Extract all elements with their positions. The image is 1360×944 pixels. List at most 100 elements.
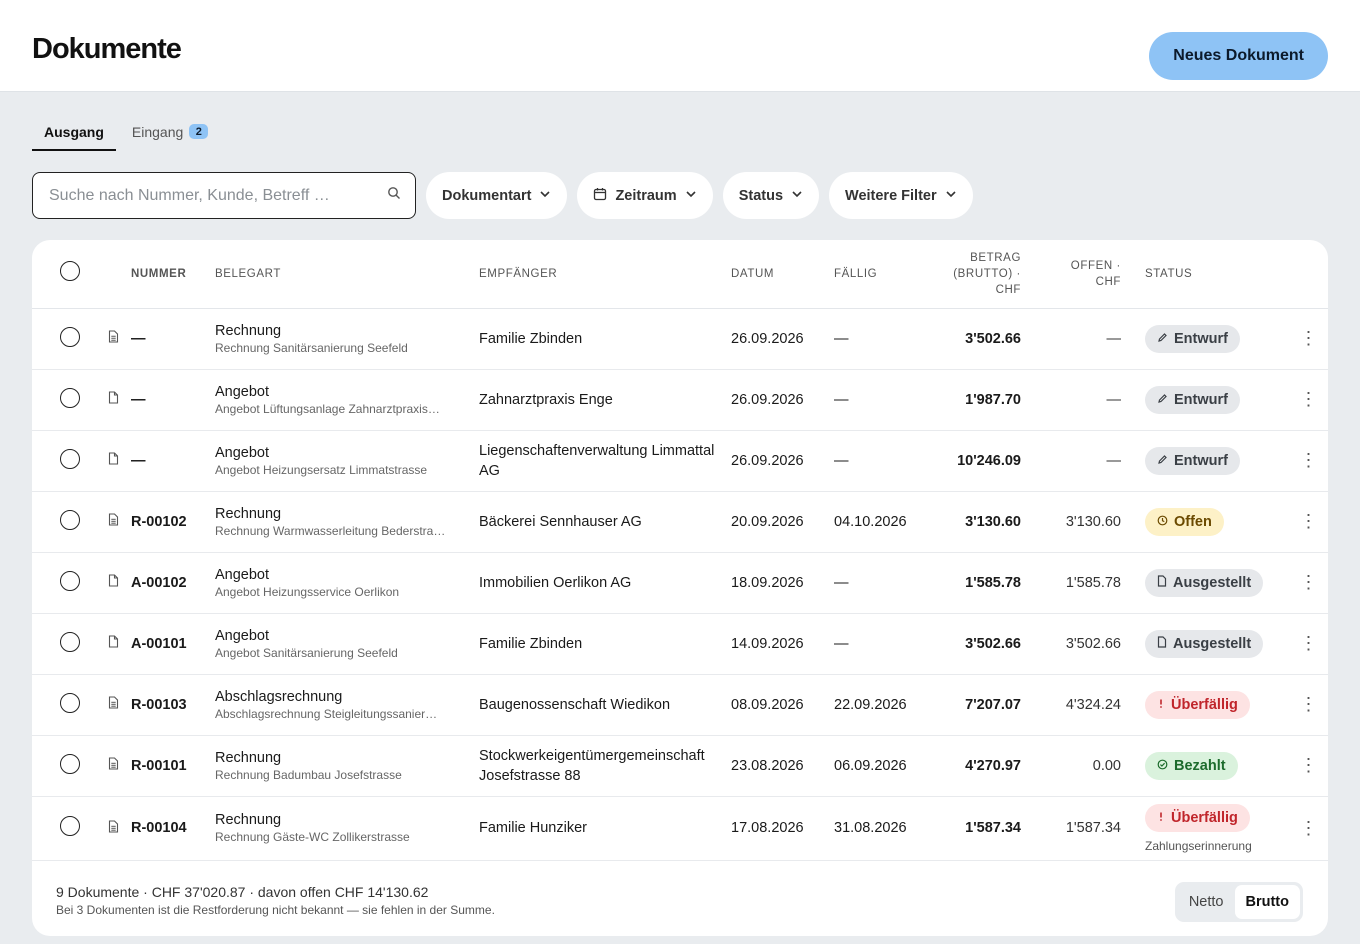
filter-label: Status	[738, 187, 784, 204]
search-box	[32, 172, 416, 219]
status-badge: Überfällig	[1145, 803, 1250, 832]
row-checkbox[interactable]	[60, 631, 80, 652]
table-body: — Rechnung Rechnung Sanitärsanierung Seefe…	[32, 308, 1328, 861]
row-menu-icon[interactable]: ⋮	[1299, 328, 1318, 348]
table-row[interactable]: — Rechnung Rechnung Sanitärsanierung Seefe…	[32, 308, 1328, 370]
row-checkbox[interactable]	[60, 448, 80, 469]
filter-more[interactable]: Weitere Filter	[829, 172, 973, 219]
col-open[interactable]: OFFEN · CHF	[1029, 240, 1129, 309]
row-menu-icon[interactable]: ⋮	[1299, 450, 1318, 470]
row-date: 23.08.2026	[731, 735, 834, 797]
status-badge: Überfällig	[1145, 690, 1250, 719]
document-icon	[108, 391, 119, 407]
row-checkbox[interactable]	[60, 753, 80, 774]
exclamation-icon	[1157, 697, 1165, 713]
row-checkbox[interactable]	[60, 509, 80, 530]
row-checkbox[interactable]	[60, 816, 80, 836]
row-menu-icon[interactable]: ⋮	[1299, 817, 1318, 838]
row-open: —	[1029, 369, 1129, 431]
new-document-button[interactable]: Neues Dokument	[1149, 32, 1328, 80]
documents-table-card: NUMMER BELEGART EMPFÄNGER DATUM FÄLLIG B…	[32, 240, 1328, 936]
tab-eingang[interactable]: Eingang 2	[120, 112, 220, 151]
row-menu-icon[interactable]: ⋮	[1299, 511, 1318, 531]
table-row[interactable]: — Angebot Angebot Heizungsersatz Limmatstr…	[32, 430, 1328, 492]
row-checkbox[interactable]	[60, 692, 80, 713]
row-open: —	[1029, 308, 1129, 370]
select-all-cell	[32, 240, 108, 309]
pencil-icon	[1157, 331, 1168, 347]
row-menu-icon[interactable]: ⋮	[1299, 694, 1318, 714]
row-due: —	[834, 430, 934, 492]
tab-ausgang[interactable]: Ausgang	[32, 112, 116, 151]
col-type[interactable]: BELEGART	[215, 240, 479, 309]
row-date: 08.09.2026	[731, 674, 834, 736]
select-all-checkbox[interactable]	[60, 261, 80, 282]
toggle-netto[interactable]: Netto	[1188, 894, 1224, 910]
table-row[interactable]: — Angebot Angebot Lüftungsanlage Zahnarztp…	[32, 369, 1328, 431]
col-amount[interactable]: BETRAG (BRUTTO) · CHF	[934, 240, 1029, 309]
document-icon	[1157, 574, 1167, 591]
filter-document-type[interactable]: Dokumentart	[426, 172, 568, 219]
row-amount: 1'585.78	[934, 552, 1029, 614]
status-badge: Entwurf	[1145, 446, 1240, 475]
row-date: 26.09.2026	[731, 430, 834, 492]
row-checkbox[interactable]	[60, 570, 80, 591]
row-number: R-00102	[131, 491, 215, 553]
table-row[interactable]: R-00104 Rechnung Rechnung Gäste-WC Zollike…	[32, 796, 1328, 861]
row-amount: 3'502.66	[934, 308, 1029, 370]
row-due: 22.09.2026	[834, 674, 934, 736]
row-number: R-00101	[131, 735, 215, 797]
row-amount: 7'207.07	[934, 674, 1029, 736]
status-label: Entwurf	[1174, 452, 1228, 469]
search-icon[interactable]	[387, 186, 401, 205]
status-label: Bezahlt	[1174, 757, 1226, 774]
check-circle-icon	[1157, 758, 1168, 774]
row-menu-icon[interactable]: ⋮	[1299, 389, 1318, 409]
row-open: 0.00	[1029, 735, 1129, 797]
col-status[interactable]: STATUS	[1129, 240, 1289, 309]
net-gross-toggle: Netto Brutto	[1174, 882, 1303, 922]
table-row[interactable]: A-00101 Angebot Angebot Sanitärsanierung S…	[32, 613, 1328, 675]
filter-period[interactable]: Zeitraum	[577, 172, 713, 219]
table-footer: 9 Dokumente · CHF 37'020.87 · davon offe…	[32, 864, 1328, 936]
pencil-icon	[1157, 392, 1168, 408]
table-row[interactable]: R-00103 Abschlagsrechnung Abschlagsrechnun…	[32, 674, 1328, 736]
row-checkbox[interactable]	[60, 387, 80, 408]
filter-label: Dokumentart	[442, 187, 532, 204]
table-row[interactable]: A-00102 Angebot Angebot Heizungsservice Oe…	[32, 552, 1328, 614]
row-amount: 1'587.34	[934, 796, 1029, 861]
row-date: 17.08.2026	[731, 796, 834, 861]
row-date: 26.09.2026	[731, 369, 834, 431]
table-row[interactable]: R-00102 Rechnung Rechnung Warmwasserleitun…	[32, 491, 1328, 553]
table-row[interactable]: R-00101 Rechnung Rechnung Badumbau Josefst…	[32, 735, 1328, 797]
footer-note: Bei 3 Dokumenten ist die Restforderung n…	[56, 903, 495, 917]
document-icon	[108, 819, 119, 836]
toggle-brutto[interactable]: Brutto	[1234, 885, 1300, 919]
col-number[interactable]: NUMMER	[131, 240, 215, 309]
row-menu-icon[interactable]: ⋮	[1299, 755, 1318, 775]
footer-summary: 9 Dokumente · CHF 37'020.87 · davon offe…	[56, 884, 429, 900]
row-recipient: Familie Hunziker	[479, 820, 587, 836]
row-open: 3'502.66	[1029, 613, 1129, 675]
row-menu-icon[interactable]: ⋮	[1299, 572, 1318, 592]
filter-label: Weitere Filter	[845, 187, 937, 204]
clock-icon	[1157, 514, 1168, 530]
row-type: Abschlagsrechnung	[215, 688, 343, 705]
row-amount: 3'130.60	[934, 491, 1029, 553]
row-checkbox[interactable]	[60, 326, 80, 347]
status-note: Zahlungserinnerung	[1145, 838, 1252, 853]
col-due[interactable]: FÄLLIG	[834, 240, 934, 309]
col-date[interactable]: DATUM	[731, 240, 834, 309]
search-input[interactable]	[49, 186, 387, 205]
row-subject: Angebot Lüftungsanlage Zahnarztpraxis…	[215, 401, 440, 416]
row-due: 04.10.2026	[834, 491, 934, 553]
document-icon	[108, 635, 119, 651]
row-menu-icon[interactable]: ⋮	[1299, 633, 1318, 653]
row-date: 20.09.2026	[731, 491, 834, 553]
col-recipient[interactable]: EMPFÄNGER	[479, 240, 731, 309]
chevron-down-icon	[945, 188, 957, 204]
row-subject: Rechnung Badumbau Josefstrasse	[215, 767, 402, 782]
filter-status[interactable]: Status	[722, 172, 820, 219]
status-badge: Ausgestellt	[1145, 629, 1264, 658]
row-date: 18.09.2026	[731, 552, 834, 614]
